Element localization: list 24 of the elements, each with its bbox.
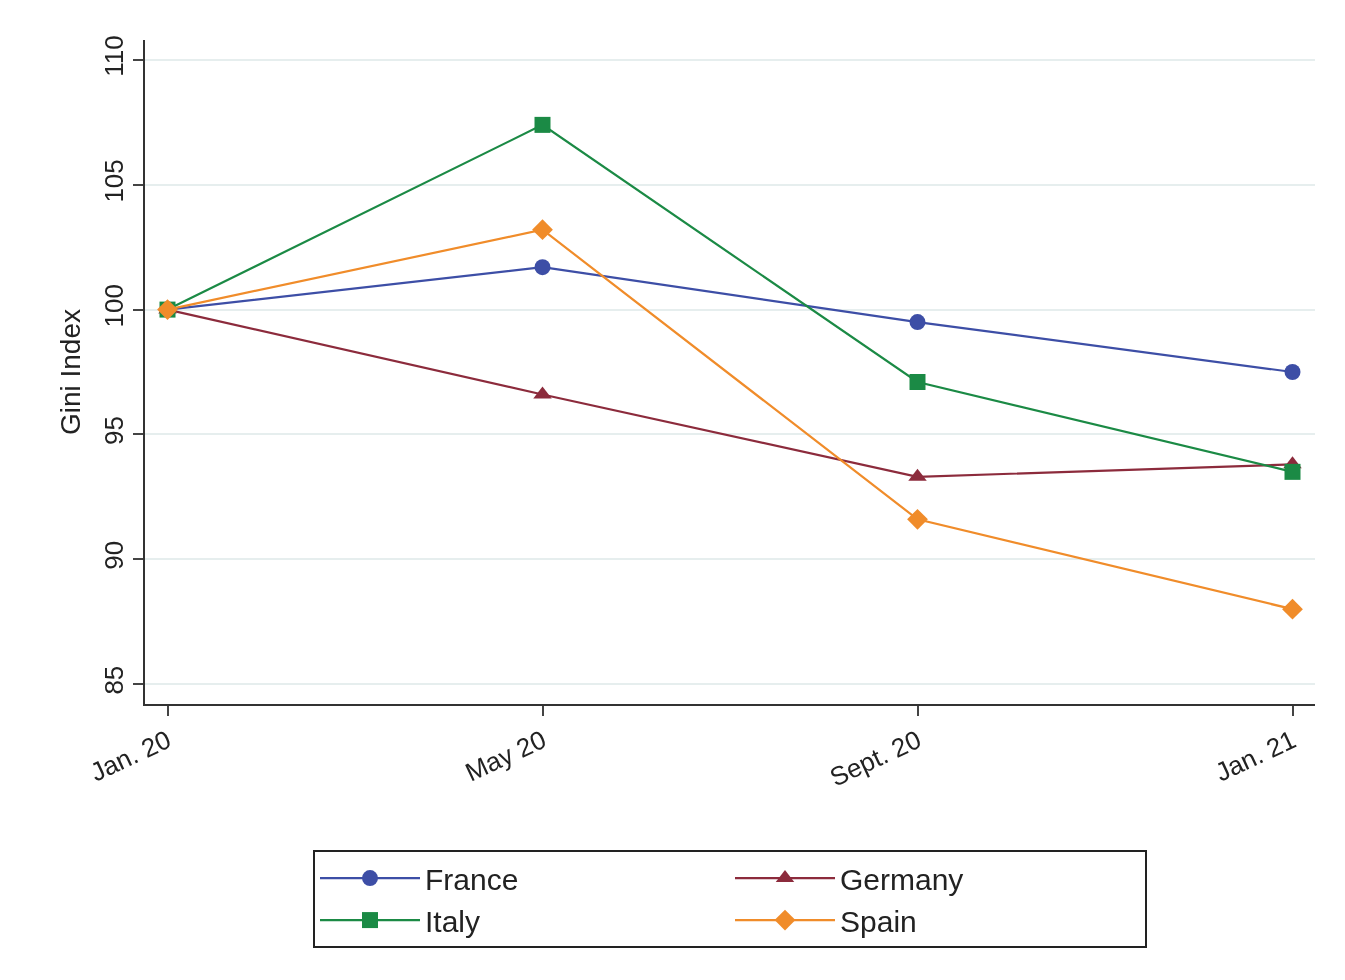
x-tick-label: Sept. 20: [825, 724, 926, 793]
legend-label: Italy: [425, 904, 481, 938]
x-tick-label: Jan. 20: [85, 724, 176, 788]
x-tick-label: May 20: [460, 724, 551, 788]
point: [909, 314, 926, 331]
y-axis-title: Gini Index: [54, 308, 86, 436]
point: [534, 259, 551, 276]
point: [534, 116, 551, 133]
y-tick-label: 90: [98, 540, 129, 570]
y-tick-label: 110: [98, 35, 129, 77]
legend-label: Spain: [840, 904, 917, 938]
legend-label: Germany: [840, 862, 964, 896]
point: [907, 508, 928, 530]
y-tick-label: 105: [98, 159, 129, 203]
y-tick-label: 95: [98, 416, 129, 445]
point: [1282, 598, 1303, 620]
x-tick-label: Jan. 21: [1210, 724, 1301, 788]
point: [532, 219, 553, 241]
y-tick-label: 100: [98, 283, 129, 328]
point: [1284, 364, 1301, 380]
point: [909, 373, 926, 390]
legend-label: France: [425, 862, 519, 896]
y-tick-label: 85: [98, 665, 129, 695]
point: [1284, 463, 1301, 480]
